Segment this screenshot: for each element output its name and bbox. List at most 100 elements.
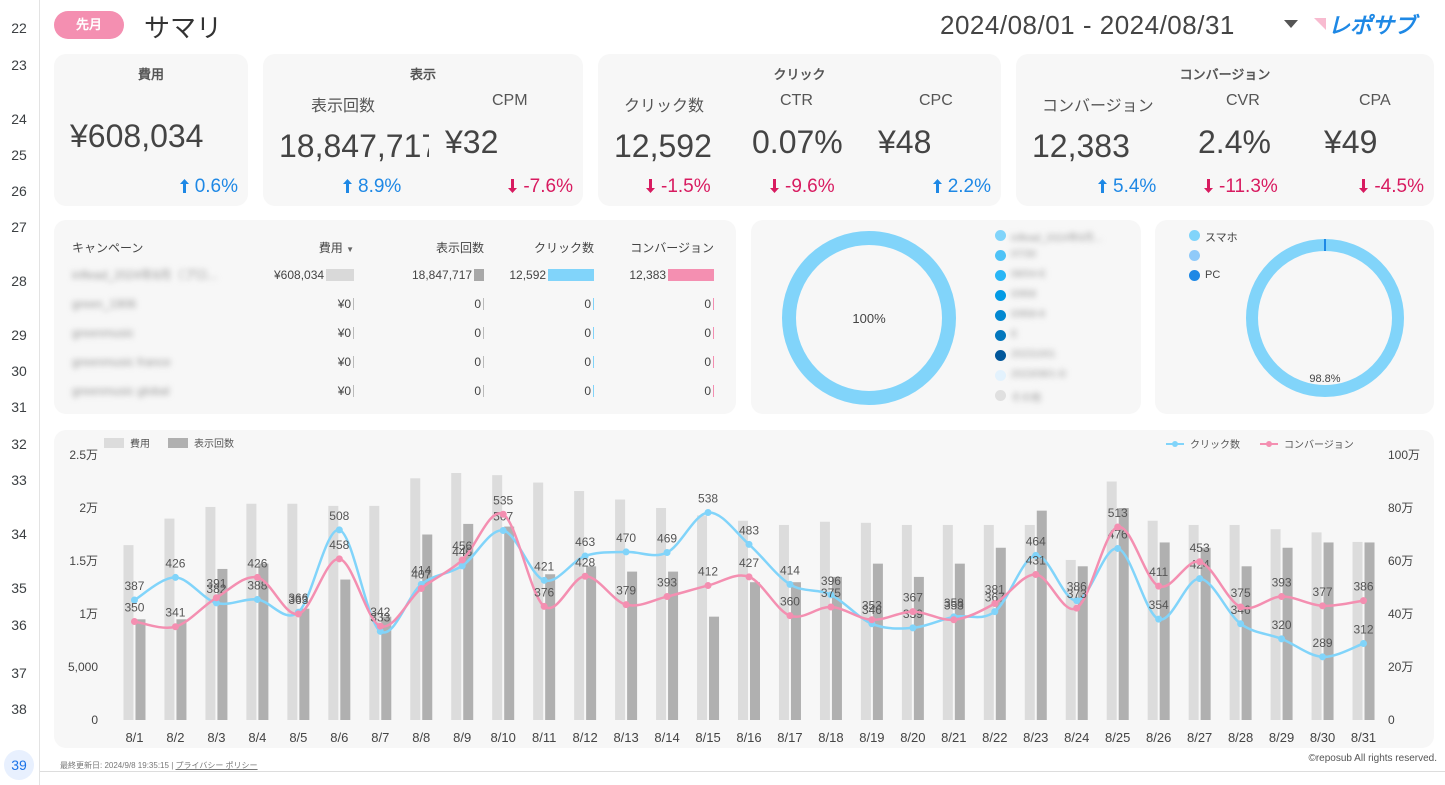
clicks-point[interactable]	[540, 576, 548, 584]
row-number[interactable]: 27	[11, 219, 27, 235]
conversions-point[interactable]	[581, 572, 589, 580]
impressions-bar[interactable]	[913, 576, 924, 720]
impressions-bar[interactable]	[750, 582, 760, 720]
legend-item[interactable]: 08/04-E	[1011, 269, 1047, 280]
row-number[interactable]: 25	[11, 147, 27, 163]
row-number[interactable]: 31	[11, 399, 27, 415]
impressions-bar[interactable]	[1159, 542, 1170, 720]
cost-bar[interactable]	[164, 518, 175, 720]
row-number[interactable]: 23	[11, 57, 27, 73]
legend-item[interactable]: 07/30	[1011, 249, 1037, 260]
row-number[interactable]: 30	[11, 363, 27, 379]
clicks-point[interactable]	[171, 573, 179, 581]
clicks-point[interactable]	[704, 509, 712, 517]
conversions-point[interactable]	[1155, 582, 1163, 590]
cost-bar[interactable]	[901, 524, 912, 720]
cost-bar[interactable]	[574, 491, 585, 720]
cost-bar[interactable]	[1024, 524, 1035, 720]
row-number[interactable]: 38	[11, 701, 27, 717]
impressions-bar[interactable]	[381, 616, 392, 720]
cost-bar[interactable]	[1352, 541, 1363, 720]
conversions-point[interactable]	[1360, 597, 1368, 605]
legend-item[interactable]: スマホ	[1205, 232, 1238, 244]
cost-bar[interactable]	[533, 482, 544, 720]
impressions-bar[interactable]	[668, 571, 679, 720]
clicks-point[interactable]	[909, 624, 917, 632]
conversions-point[interactable]	[253, 573, 261, 581]
conversions-point[interactable]	[827, 603, 835, 611]
cost-bar[interactable]	[205, 506, 216, 720]
impressions-bar[interactable]	[1323, 542, 1334, 720]
impressions-bar[interactable]	[627, 571, 638, 720]
impressions-bar[interactable]	[1282, 547, 1293, 720]
row-number[interactable]: 24	[11, 111, 27, 127]
cost-bar[interactable]	[1270, 529, 1281, 720]
legend-item[interactable]: その他	[1011, 393, 1041, 404]
clicks-point[interactable]	[581, 552, 589, 560]
table-row[interactable]: inflead_2024年8月（プロ... ¥608,034 18,847,71…	[72, 260, 720, 289]
impressions-bar[interactable]	[954, 563, 965, 720]
clicks-point[interactable]	[1114, 544, 1122, 552]
conversions-point[interactable]	[1032, 571, 1040, 579]
chevron-down-icon[interactable]	[1284, 20, 1298, 28]
conversions-point[interactable]	[991, 600, 999, 608]
impressions-bar[interactable]	[586, 566, 597, 720]
conversions-point[interactable]	[704, 582, 712, 590]
impressions-bar[interactable]	[790, 582, 801, 720]
impressions-bar[interactable]	[176, 619, 187, 720]
clicks-point[interactable]	[376, 627, 384, 635]
row-number[interactable]: 33	[11, 472, 27, 488]
donut-slice-smartphone[interactable]	[1246, 239, 1404, 397]
row-number[interactable]: 36	[11, 617, 27, 633]
impressions-bar[interactable]	[1036, 510, 1047, 720]
row-number[interactable]: 32	[11, 436, 27, 452]
clicks-point[interactable]	[1237, 620, 1245, 628]
impressions-bar[interactable]	[422, 534, 433, 721]
header-conversions[interactable]: コンバージョン	[630, 240, 715, 255]
clicks-point[interactable]	[1278, 635, 1286, 643]
clicks-point[interactable]	[253, 595, 261, 603]
cost-bar[interactable]	[1188, 524, 1199, 720]
clicks-point[interactable]	[663, 549, 671, 557]
impressions-bar[interactable]	[340, 579, 351, 720]
impressions-bar[interactable]	[504, 526, 515, 720]
conversions-point[interactable]	[130, 617, 138, 625]
legend-item[interactable]: 2023/08/1-D	[1011, 369, 1067, 380]
impressions-bar[interactable]	[1241, 566, 1252, 720]
legend-item[interactable]: E	[1011, 329, 1018, 340]
legend-item[interactable]: inflead_2024年8月...	[1011, 233, 1103, 244]
cost-bar[interactable]	[738, 520, 748, 720]
legend-item[interactable]: 0/858	[1011, 289, 1037, 300]
legend-item[interactable]: 20231001	[1011, 349, 1056, 360]
conversions-point[interactable]	[458, 556, 466, 564]
header-cost[interactable]: 費用 ▼	[268, 234, 360, 260]
table-row[interactable]: greenmusic ¥0 0 0 0	[72, 318, 720, 347]
cost-bar[interactable]	[1311, 532, 1322, 720]
row-number[interactable]: 37	[11, 665, 27, 681]
clicks-point[interactable]	[827, 591, 835, 599]
row-number[interactable]: 22	[11, 20, 27, 36]
sort-desc-icon[interactable]: ▼	[346, 244, 355, 254]
clicks-point[interactable]	[1032, 551, 1040, 559]
clicks-point[interactable]	[1196, 575, 1204, 583]
impressions-bar[interactable]	[1077, 566, 1088, 720]
conversions-point[interactable]	[540, 602, 548, 610]
period-badge[interactable]: 先月	[54, 11, 124, 39]
table-row[interactable]: greenmusic global ¥0 0 0 0	[72, 376, 720, 405]
device-donut-chart[interactable]: 98.8%	[1235, 220, 1434, 414]
clicks-point[interactable]	[212, 599, 220, 607]
campaign-donut-chart[interactable]: 100%	[751, 220, 991, 414]
row-number[interactable]: 35	[11, 580, 27, 596]
impressions-bar[interactable]	[872, 563, 883, 720]
clicks-point[interactable]	[1155, 615, 1163, 623]
clicks-point[interactable]	[745, 540, 753, 548]
impressions-bar[interactable]	[135, 619, 146, 720]
conversions-point[interactable]	[622, 601, 630, 609]
privacy-policy-link[interactable]: プライバシー ポリシー	[175, 761, 258, 770]
header-campaign[interactable]: キャンペーン	[72, 240, 144, 255]
clicks-point[interactable]	[458, 562, 466, 570]
conversions-point[interactable]	[786, 612, 794, 620]
cost-bar[interactable]	[778, 524, 789, 720]
conversions-point[interactable]	[745, 573, 753, 581]
clicks-point[interactable]	[786, 580, 794, 588]
